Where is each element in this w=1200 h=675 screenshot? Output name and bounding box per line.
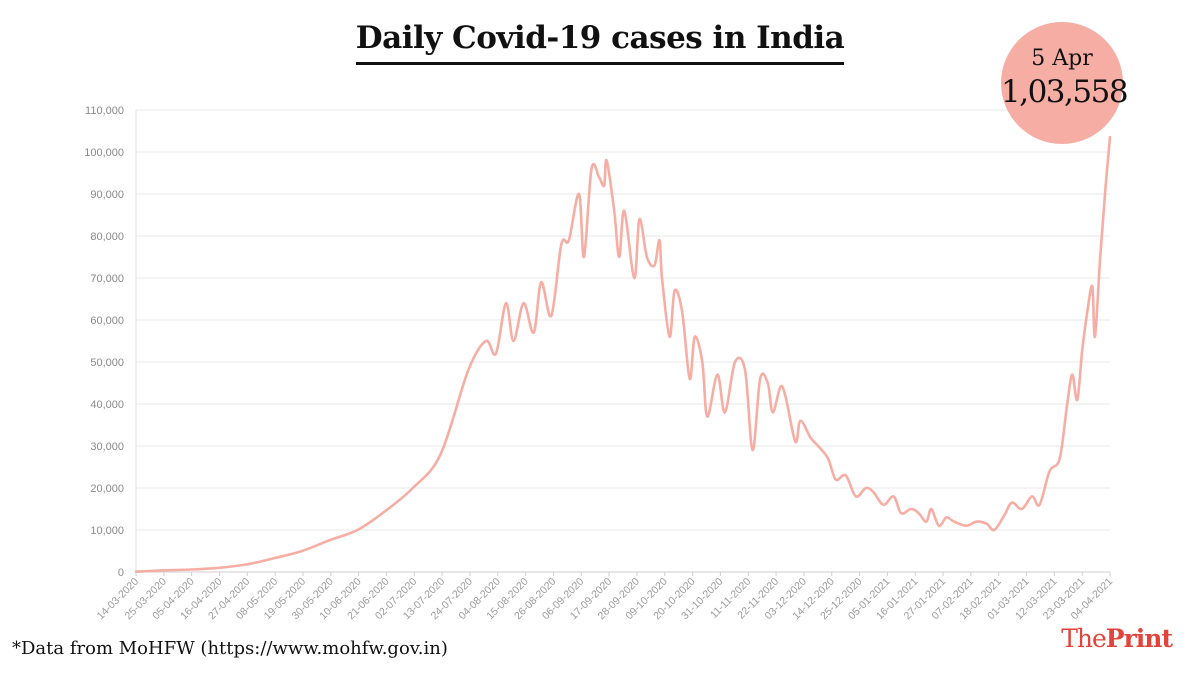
callout-value: 1,03,558 [1001, 74, 1129, 110]
chart-title: Daily Covid-19 cases in India [355, 20, 845, 65]
y-tick-label: 40,000 [90, 399, 124, 411]
chart-title-wrap: Daily Covid-19 cases in India [0, 20, 1200, 65]
y-tick-label: 90,000 [90, 189, 124, 201]
source-note: *Data from MoHFW (https://www.mohfw.gov.… [12, 638, 448, 659]
logo-print: Print [1105, 624, 1173, 653]
latest-value-callout: 5 Apr 1,03,558 [1001, 22, 1129, 144]
y-tick-label: 110,000 [85, 105, 124, 117]
y-tick-label: 30,000 [90, 441, 124, 453]
y-tick-label: 50,000 [90, 357, 124, 369]
y-tick-label: 10,000 [90, 525, 124, 537]
y-axis: 0 10,000 20,000 30,000 40,000 50,000 60,000 70,… [84, 105, 124, 579]
series-line [134, 135, 1112, 573]
theprint-logo[interactable]: ThePrint [1061, 624, 1173, 653]
y-tick-label: 60,000 [90, 315, 124, 327]
callout-date: 5 Apr [1031, 46, 1093, 71]
y-tick-label: 70,000 [90, 273, 124, 285]
y-tick-label: 0 [118, 567, 124, 579]
y-tick-label: 80,000 [90, 231, 124, 243]
y-tick-label: 20,000 [90, 483, 124, 495]
logo-the: The [1061, 624, 1107, 653]
y-tick-label: 100,000 [84, 147, 124, 159]
x-axis: 14-03-202025-03-202005-04-202016-04-2020… [95, 572, 1115, 622]
grid [135, 109, 1110, 573]
